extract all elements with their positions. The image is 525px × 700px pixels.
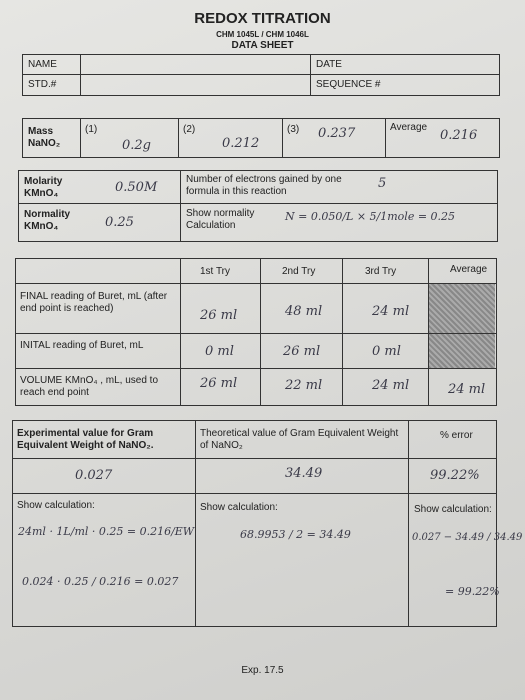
calc-line: 24ml · 1L/ml · 0.25 = 0.216/EW: [18, 525, 195, 538]
final-2: 48 ml: [285, 304, 323, 319]
volume-1: 26 ml: [200, 376, 238, 391]
col-header: 2nd Try: [282, 266, 316, 277]
calc-line: 0.027 − 34.49 / 34.49: [412, 532, 523, 543]
average-label: Average: [390, 122, 428, 133]
volume-average: 24 ml: [448, 382, 486, 397]
std-label: STD.#: [28, 79, 57, 90]
calc-line: 0.024 · 0.25 / 0.216 = 0.027: [22, 575, 179, 588]
electrons-label: Number of electrons gained by one formul…: [186, 174, 342, 197]
molarity-label: Molarity: [24, 176, 63, 187]
sequence-label: SEQUENCE #: [316, 79, 381, 90]
volume-2: 22 ml: [285, 378, 323, 393]
electrons-value: 5: [378, 176, 387, 191]
calc-line: = 99.22%: [445, 585, 500, 598]
date-label: DATE: [316, 59, 342, 70]
normality-calc-label: Show normality Calculation: [186, 208, 255, 231]
mass-2: 0.212: [222, 136, 260, 151]
footer: Exp. 17.5: [241, 665, 284, 676]
initial-1: 0 ml: [205, 344, 234, 359]
results-header: Experimental value for Gram Equivalent W…: [17, 428, 154, 451]
mass-average: 0.216: [440, 128, 478, 143]
course: CHM 1045L / CHM 1046L: [216, 30, 309, 39]
name-label: NAME: [28, 59, 57, 70]
mass-compound: NaNO₂: [28, 138, 61, 149]
normality-value: 0.25: [105, 215, 134, 230]
calc-label: Show calculation:: [200, 502, 278, 513]
col-header: 3rd Try: [365, 266, 397, 277]
final-1: 26 ml: [200, 308, 238, 323]
row-label: INITAL reading of Buret, mL: [20, 340, 144, 351]
normality-calc: N = 0.050/L × 5/1mole = 0.25: [285, 210, 456, 223]
trial-2: (2): [183, 124, 196, 135]
row-label: FINAL reading of Buret, mL (after end po…: [20, 291, 168, 314]
normality-compound: KMnO₄: [24, 221, 59, 232]
results-header: % error: [440, 430, 473, 441]
volume-3: 24 ml: [372, 378, 410, 393]
molarity-box: [18, 170, 498, 242]
trial-1: (1): [85, 124, 98, 135]
calc-line: 68.9953 / 2 = 34.49: [240, 528, 351, 541]
title: REDOX TITRATION: [194, 10, 331, 27]
calc-label: Show calculation:: [17, 500, 95, 511]
results-table: [12, 420, 497, 627]
col-header: Average: [450, 264, 488, 275]
mass-1: 0.2g: [122, 138, 151, 153]
shaded-cell: [429, 334, 495, 368]
percent-error: 99.22%: [430, 468, 480, 483]
mass-label: Mass: [28, 126, 54, 137]
buret-table: [15, 258, 497, 406]
initial-3: 0 ml: [372, 344, 401, 359]
shaded-cell: [429, 284, 495, 333]
mass-3: 0.237: [318, 126, 356, 141]
calc-label: Show calculation:: [414, 504, 492, 515]
subtitle: DATA SHEET: [231, 40, 294, 51]
trial-3: (3): [287, 124, 300, 135]
molarity-value: 0.50M: [115, 180, 158, 195]
initial-2: 26 ml: [283, 344, 321, 359]
mass-box: [22, 118, 500, 158]
final-3: 24 ml: [372, 304, 410, 319]
molarity-compound: KMnO₄: [24, 188, 59, 199]
col-header: 1st Try: [200, 266, 231, 277]
results-header: Theoretical value of Gram Equivalent Wei…: [200, 428, 399, 451]
row-label: VOLUME KMnO₄ , mL, used to reach end poi…: [20, 375, 159, 398]
info-box: [22, 54, 500, 96]
experimental-value: 0.027: [75, 468, 113, 483]
theoretical-value: 34.49: [285, 466, 323, 481]
normality-label: Normality: [24, 209, 71, 220]
